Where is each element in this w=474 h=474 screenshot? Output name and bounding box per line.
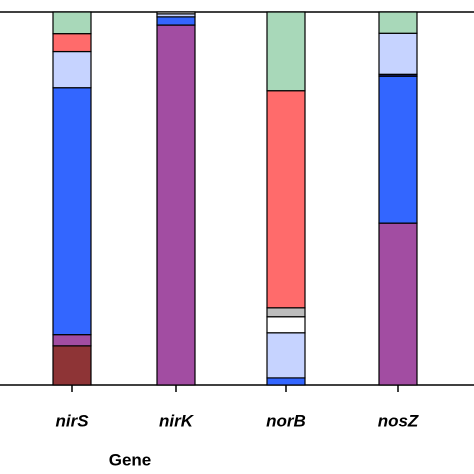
bar-segment	[52, 50, 92, 89]
bar-segment	[52, 33, 92, 53]
bar-segment	[52, 87, 92, 336]
bar-segment	[266, 90, 306, 309]
x-tick-label: nosZ	[378, 411, 419, 430]
bar-segment	[156, 11, 196, 15]
x-axis-label: Gene	[109, 450, 152, 469]
bar-segment	[52, 345, 92, 386]
bar-segment	[52, 334, 92, 347]
bar-segment	[156, 24, 196, 386]
bar-segment	[266, 316, 306, 334]
x-tick-label: nirS	[55, 411, 89, 430]
bar-segment	[378, 222, 418, 386]
bar-segment	[378, 11, 418, 34]
bar-segment	[156, 16, 196, 26]
bar-segment	[378, 32, 418, 75]
bar-segment	[266, 332, 306, 379]
bar-segment	[266, 377, 306, 386]
bar-segment	[52, 11, 92, 35]
bar-segment	[266, 11, 306, 92]
x-tick-label: norB	[266, 411, 306, 430]
x-tick-label: nirK	[159, 411, 195, 430]
bar-segment	[378, 75, 418, 224]
bar-segment	[266, 307, 306, 318]
